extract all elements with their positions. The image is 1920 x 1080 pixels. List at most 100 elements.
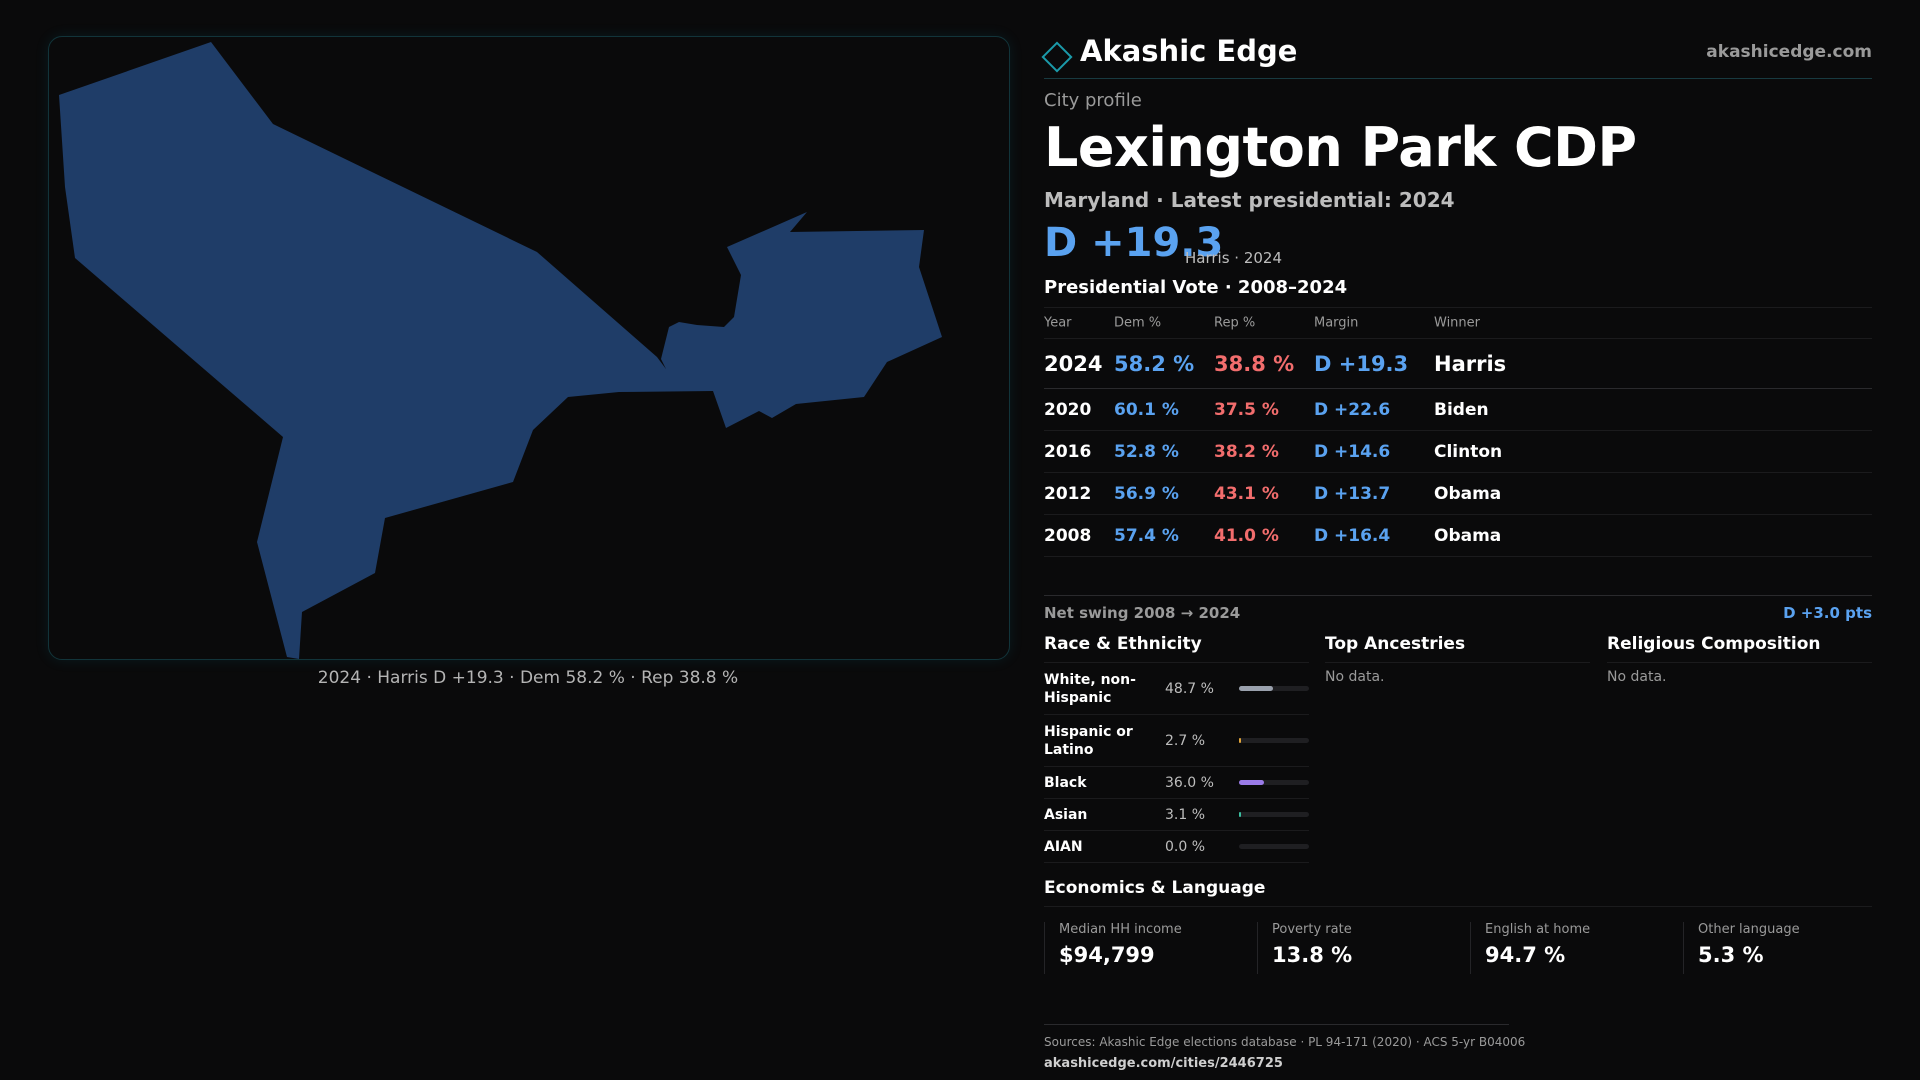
cell-winner: Harris [1434,351,1507,376]
cell-rep: 38.8 % [1214,351,1295,376]
race-ethnicity-title: Race & Ethnicity [1044,629,1309,663]
net-swing-label: Net swing 2008 → 2024 [1044,604,1241,622]
race-bar-fill [1239,685,1274,691]
race-value: 2.7 % [1165,732,1206,749]
presidential-vote-heading: Presidential Vote · 2008–2024 [1044,277,1348,298]
cell-rep: 41.0 % [1214,525,1279,546]
race-value: 0.0 % [1165,838,1206,855]
table-row: 2024 58.2 % 38.8 % D +19.3 Harris [1044,339,1872,389]
presidential-vote-table: Year Dem % Rep % Margin Winner 2024 58.2… [1044,307,1872,557]
race-label: White, non-Hispanic [1044,671,1136,706]
cell-winner: Obama [1434,483,1502,504]
race-value: 3.1 % [1165,806,1206,823]
race-value: 48.7 % [1165,680,1214,697]
race-ethnicity-section: Race & Ethnicity White, non-Hispanic 48.… [1044,629,1309,863]
cell-margin: D +14.6 [1314,441,1391,462]
race-bar-track [1239,737,1309,743]
diamond-outline-icon [1041,41,1073,73]
net-swing-value: D +3.0 pts [1783,604,1872,622]
headline-margin: D +19.3 [1044,220,1224,266]
cell-dem: 58.2 % [1114,351,1195,376]
list-item: White, non-Hispanic 48.7 % [1044,663,1309,715]
stat-card-english: English at home 94.7 % [1470,922,1663,974]
cell-rep: 38.2 % [1214,441,1279,462]
ancestries-empty-text: No data. [1325,669,1385,685]
race-bar-fill [1239,811,1242,817]
list-item: Hispanic or Latino 2.7 % [1044,715,1309,767]
stat-value: 13.8 % [1272,943,1353,967]
stat-value: 5.3 % [1698,943,1764,967]
cell-year: 2020 [1044,399,1092,420]
cell-rep: 43.1 % [1214,483,1279,504]
race-bar-track [1239,685,1309,691]
cell-year: 2008 [1044,525,1092,546]
religion-empty-text: No data. [1607,669,1667,685]
city-boundary-svg [59,42,942,659]
stat-card-income: Median HH income $94,799 [1044,922,1237,974]
race-label: Asian [1044,806,1088,823]
table-row: 2020 60.1 % 37.5 % D +22.6 Biden [1044,389,1872,431]
ancestries-title: Top Ancestries [1325,629,1590,663]
brand-url-link[interactable]: akashicedge.com [1706,42,1872,62]
economics-language-title: Economics & Language [1044,873,1872,907]
brand-header: Akashic Edge akashicedge.com [1041,30,1872,79]
cell-winner: Obama [1434,525,1502,546]
race-value: 36.0 % [1165,774,1214,791]
cell-dem: 56.9 % [1114,483,1179,504]
net-swing-row: Net swing 2008 → 2024 D +3.0 pts [1044,595,1872,630]
cell-dem: 52.8 % [1114,441,1179,462]
page-subtitle: Maryland · Latest presidential: 2024 [1044,188,1455,212]
race-bar-fill [1239,737,1241,743]
column-header-margin: Margin [1314,315,1359,331]
footer-sources: Sources: Akashic Edge elections database… [1044,1035,1526,1049]
race-bar-track [1239,811,1309,817]
race-bar-track [1239,779,1309,785]
map-caption: 2024 · Harris D +19.3 · Dem 58.2 % · Rep… [317,668,739,688]
cell-margin: D +22.6 [1314,399,1391,420]
table-row: 2016 52.8 % 38.2 % D +14.6 Clinton [1044,431,1872,473]
page-title: Lexington Park CDP [1044,116,1637,179]
cell-margin: D +13.7 [1314,483,1391,504]
cell-winner: Clinton [1434,441,1503,462]
cell-year: 2016 [1044,441,1092,462]
stat-value: $94,799 [1059,943,1155,967]
race-bar-fill [1239,779,1265,785]
race-label: Hispanic or Latino [1044,723,1133,758]
race-label: Black [1044,774,1087,791]
cell-winner: Biden [1434,399,1489,420]
cell-margin: D +16.4 [1314,525,1391,546]
stat-label: Poverty rate [1272,922,1352,937]
cell-year: 2024 [1044,351,1103,376]
stat-label: English at home [1485,922,1591,937]
stat-card-other-language: Other language 5.3 % [1683,922,1876,974]
profile-label: City profile [1044,90,1142,111]
city-boundary-map [48,36,1010,660]
stat-label: Other language [1698,922,1800,937]
cell-year: 2012 [1044,483,1092,504]
cell-dem: 57.4 % [1114,525,1179,546]
column-header-dem: Dem % [1114,315,1162,331]
stat-value: 94.7 % [1485,943,1566,967]
cell-margin: D +19.3 [1314,351,1409,376]
brand-name: Akashic Edge [1080,34,1298,68]
stat-card-poverty: Poverty rate 13.8 % [1257,922,1450,974]
race-bar-track [1239,843,1309,849]
list-item: Black 36.0 % [1044,767,1309,799]
list-item: Asian 3.1 % [1044,799,1309,831]
religion-title: Religious Composition [1607,629,1872,663]
list-item: AIAN 0.0 % [1044,831,1309,863]
footer-divider [1044,1024,1509,1025]
table-row: 2012 56.9 % 43.1 % D +13.7 Obama [1044,473,1872,515]
stat-label: Median HH income [1059,922,1182,937]
column-header-year: Year [1044,315,1072,331]
race-label: AIAN [1044,838,1083,855]
footer-url-link[interactable]: akashicedge.com/cities/2446725 [1044,1056,1283,1071]
religion-section: Religious Composition No data. [1607,629,1872,685]
column-header-winner: Winner [1434,315,1481,331]
city-profile-panel: Akashic Edge akashicedge.com City profil… [1041,30,1872,1071]
headline-note: Harris · 2024 [1185,249,1283,267]
cell-rep: 37.5 % [1214,399,1279,420]
cell-dem: 60.1 % [1114,399,1179,420]
table-header-row: Year Dem % Rep % Margin Winner [1044,308,1872,339]
column-header-rep: Rep % [1214,315,1256,331]
